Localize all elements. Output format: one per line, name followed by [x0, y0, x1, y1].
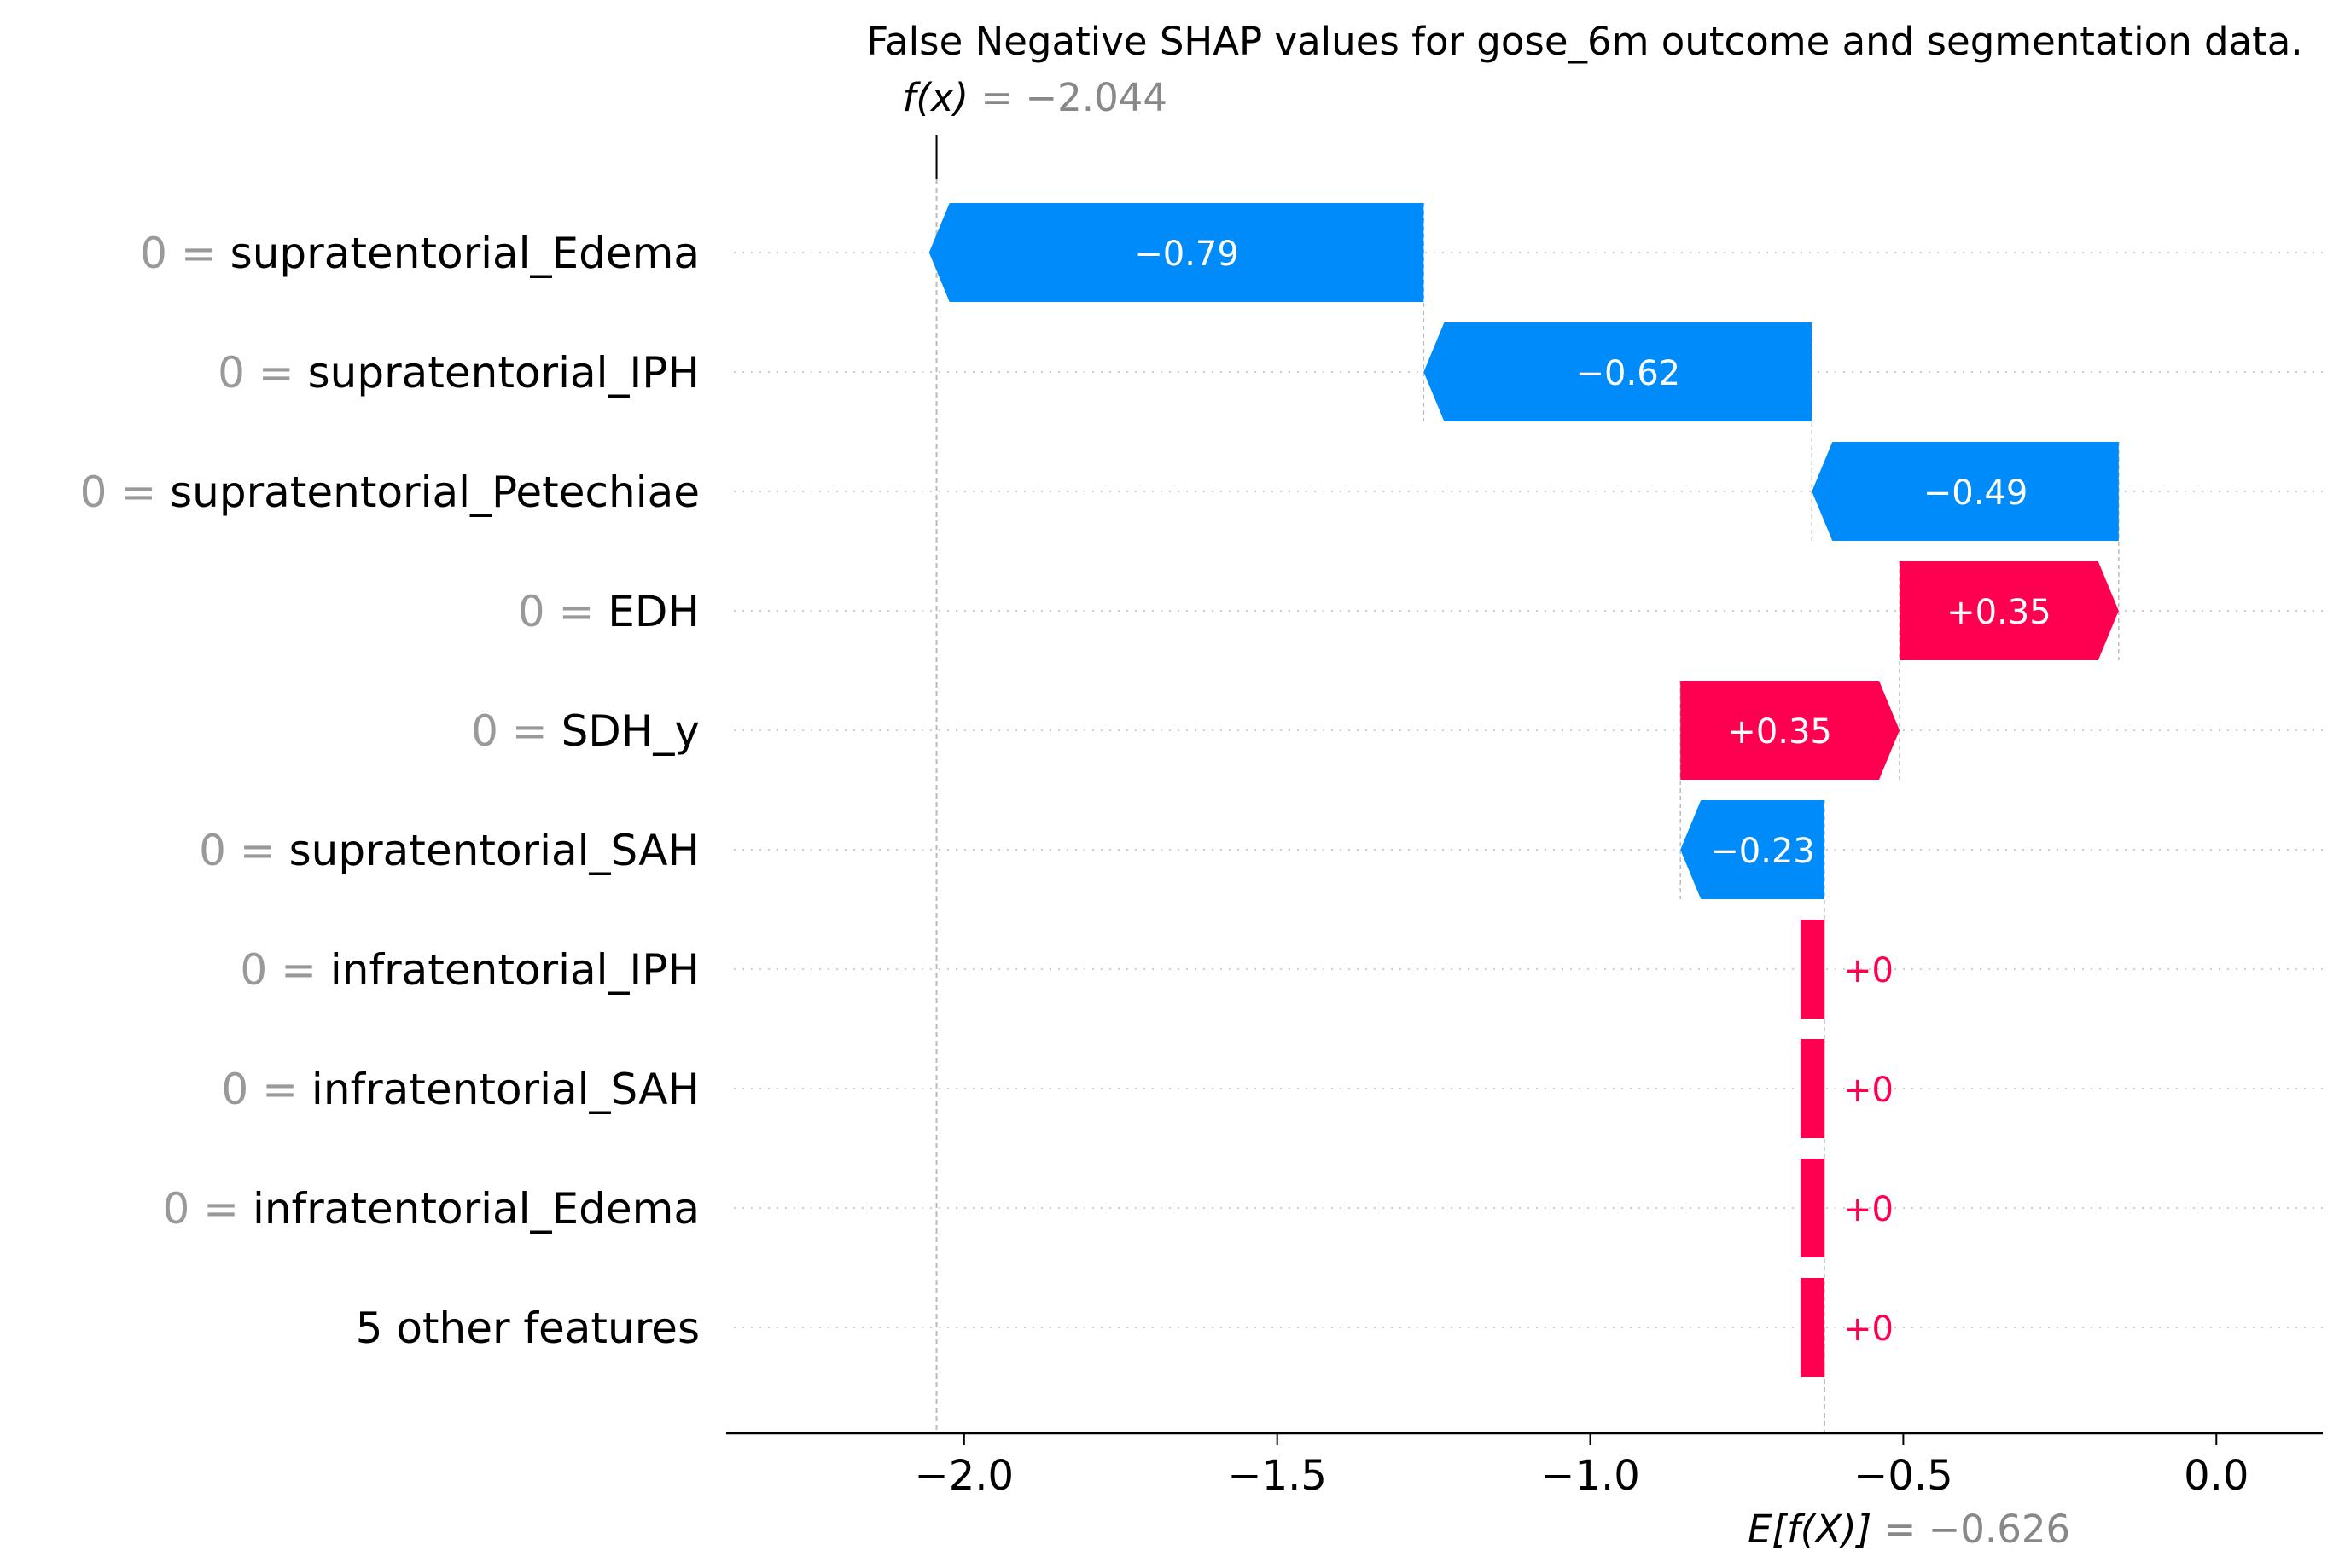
- x-tick-label: 0.0: [2184, 1452, 2249, 1500]
- positive-bar: [1800, 1039, 1824, 1138]
- bar-value-label: +0: [1843, 951, 1894, 990]
- feature-name: supratentorial_Petechiae: [170, 467, 700, 517]
- feature-label: 0 = supratentorial_Petechiae: [80, 467, 700, 517]
- x-tick-label: −2.0: [915, 1452, 1015, 1500]
- feature-label: 0 = supratentorial_SAH: [199, 826, 700, 875]
- chart-title: False Negative SHAP values for gose_6m o…: [866, 19, 2302, 64]
- negative-bar: [928, 203, 1424, 302]
- feature-name: 5 other features: [356, 1304, 700, 1353]
- feature-label: 0 = infratentorial_IPH: [240, 945, 700, 995]
- x-tick-label: −0.5: [1853, 1452, 1953, 1500]
- feature-value-prefix: 0 =: [221, 1065, 311, 1114]
- feature-label: 0 = supratentorial_Edema: [140, 229, 700, 278]
- feature-name: supratentorial_SAH: [289, 826, 700, 875]
- feature-label: 5 other features: [356, 1304, 700, 1353]
- feature-value-prefix: 0 =: [518, 587, 608, 636]
- feature-name: infratentorial_SAH: [311, 1065, 700, 1114]
- negative-bar: [1423, 322, 1812, 421]
- fx-value: = −2.044: [969, 75, 1167, 120]
- positive-bar: [1800, 920, 1824, 1019]
- feature-label: 0 = infratentorial_SAH: [221, 1065, 700, 1114]
- feature-value-prefix: 0 =: [199, 826, 289, 875]
- feature-name: infratentorial_IPH: [330, 945, 700, 995]
- bar-value-label: −0.49: [1923, 473, 2028, 513]
- bar-value-label: +0: [1843, 1071, 1894, 1110]
- feature-name: EDH: [608, 587, 700, 636]
- x-tick-label: −1.0: [1540, 1452, 1640, 1500]
- feature-label: 0 = SDH_y: [471, 706, 700, 756]
- bar-value-label: +0.35: [1727, 712, 1832, 752]
- negative-bar: [1680, 800, 1824, 899]
- feature-name: infratentorial_Edema: [253, 1184, 700, 1234]
- positive-bar: [1800, 1159, 1824, 1257]
- feature-value-prefix: 0 =: [162, 1184, 253, 1234]
- row-gridlines: [734, 252, 2323, 1328]
- bar-value-label: +0: [1843, 1190, 1894, 1229]
- feature-value-prefix: 0 =: [140, 229, 230, 278]
- base-value-annotation: E[f(X)] = −0.626: [1748, 1507, 2070, 1552]
- base-label: E[f(X)] = −0.626: [1748, 1507, 2070, 1552]
- guide-lines: [935, 135, 2120, 1433]
- feature-value-prefix: 0 =: [80, 467, 171, 517]
- bar-value-label: −0.23: [1710, 832, 1815, 871]
- feature-label: 0 = supratentorial_IPH: [218, 348, 700, 398]
- feature-label: 0 = EDH: [518, 587, 700, 636]
- base-symbol: E[f(X)]: [1748, 1507, 1871, 1552]
- feature-name: supratentorial_Edema: [230, 229, 700, 278]
- bar-value-label: −0.62: [1576, 354, 1681, 393]
- positive-bar: [1900, 561, 2119, 660]
- base-value: = −0.626: [1871, 1507, 2070, 1552]
- negative-bar: [1812, 442, 2119, 541]
- positive-bar: [1800, 1278, 1824, 1377]
- fx-symbol: f(x): [903, 75, 969, 120]
- positive-bar: [1680, 681, 1900, 780]
- bar-value-label: +0: [1843, 1310, 1894, 1349]
- feature-value-prefix: 0 =: [240, 945, 330, 995]
- bar-value-label: −0.79: [1134, 235, 1239, 274]
- feature-name: SDH_y: [561, 706, 700, 756]
- feature-label: 0 = infratentorial_Edema: [162, 1184, 700, 1234]
- feature-name: supratentorial_IPH: [308, 348, 700, 398]
- feature-value-prefix: 0 =: [218, 348, 308, 398]
- bar-value-label: +0.35: [1946, 593, 2051, 632]
- fx-annotation: f(x) = −2.044: [903, 75, 1167, 120]
- bars-layer: −0.79 −0.62 −0.49 +0.35 +0.35 −0.23 +0 +0 +0 +0: [928, 203, 2119, 1377]
- fx-label: f(x) = −2.044: [903, 75, 1167, 120]
- x-tick-label: −1.5: [1227, 1452, 1327, 1500]
- x-axis: −2.0 −1.5 −1.0 −0.5 0.0: [726, 1432, 2323, 1500]
- feature-value-prefix: 0 =: [471, 706, 561, 756]
